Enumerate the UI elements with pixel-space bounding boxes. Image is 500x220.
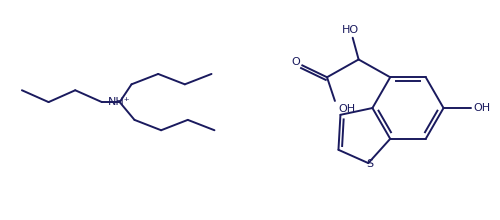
Text: S: S xyxy=(366,159,373,169)
Text: NH⁺: NH⁺ xyxy=(108,97,131,107)
Text: OH: OH xyxy=(339,104,356,114)
Text: HO: HO xyxy=(342,25,359,35)
Text: O: O xyxy=(291,57,300,68)
Text: OH: OH xyxy=(473,103,490,113)
